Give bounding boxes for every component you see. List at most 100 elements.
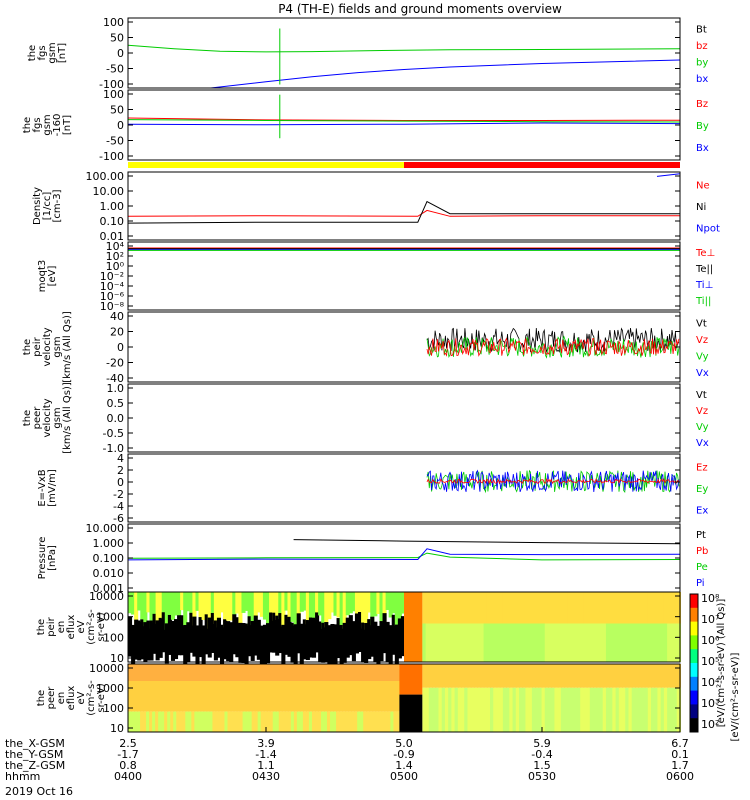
heatmap-cell bbox=[296, 711, 301, 732]
heatmap-cell bbox=[158, 681, 163, 712]
heatmap-cell bbox=[149, 681, 154, 712]
heatmap-cell bbox=[317, 681, 322, 712]
heatmap-cell bbox=[354, 664, 359, 681]
heatmap-cell bbox=[235, 592, 240, 614]
heatmap-cell bbox=[158, 664, 163, 681]
y-tick-label: 0.10 bbox=[100, 215, 125, 228]
y-tick-label: 10⁰ bbox=[106, 260, 125, 273]
heatmap-cell bbox=[266, 623, 271, 664]
heatmap-cell bbox=[209, 664, 214, 681]
heatmap-cell bbox=[625, 592, 630, 624]
heatmap-cell bbox=[638, 664, 643, 688]
legend-item: Ti⊥ bbox=[695, 280, 713, 291]
heatmap-cell bbox=[372, 664, 377, 681]
heatmap-cell bbox=[254, 664, 259, 681]
heatmap-cell bbox=[302, 681, 307, 712]
ephemeris-value: -1.4 bbox=[255, 748, 276, 761]
heatmap-cell bbox=[634, 687, 640, 732]
heatmap-cell bbox=[140, 681, 145, 712]
heatmap-cell bbox=[242, 664, 247, 681]
heatmap-cell bbox=[253, 615, 258, 656]
heatmap-cell bbox=[528, 687, 533, 732]
heatmap-cell bbox=[128, 664, 133, 681]
heatmap-cell bbox=[155, 711, 160, 732]
ephemeris-value: 0430 bbox=[252, 770, 280, 783]
heatmap-cell bbox=[663, 623, 669, 662]
heatmap-cell bbox=[245, 681, 250, 712]
heatmap-cell bbox=[634, 623, 640, 662]
heatmap-cell bbox=[198, 592, 203, 620]
y-axis-label-line: the bbox=[22, 410, 33, 426]
heatmap-cell bbox=[164, 664, 169, 681]
legend-item: Pe bbox=[696, 562, 708, 573]
heatmap-cell bbox=[567, 623, 572, 662]
heatmap-cell bbox=[496, 623, 501, 662]
series-line-By bbox=[127, 119, 681, 123]
heatmap-cell bbox=[324, 664, 329, 681]
y-axis-label-line: [mV/m] bbox=[47, 469, 58, 507]
heatmap-cell bbox=[609, 592, 614, 624]
heatmap-cell bbox=[305, 711, 310, 732]
heatmap-cell bbox=[182, 711, 187, 732]
heatmap-cell bbox=[220, 592, 225, 613]
heatmap-cell bbox=[638, 687, 643, 732]
y-axis-label: Pressure [nPa] bbox=[37, 537, 58, 580]
heatmap-cell bbox=[226, 592, 231, 621]
heatmap-cell bbox=[615, 623, 620, 662]
heatmap-cell bbox=[612, 664, 617, 688]
y-axis-label-line: eflux bbox=[66, 615, 77, 640]
heatmap-cell bbox=[212, 664, 217, 681]
heatmap-cell bbox=[263, 664, 268, 681]
heatmap-cell bbox=[293, 592, 298, 626]
heatmap-cell bbox=[158, 592, 163, 620]
heatmap-cell bbox=[364, 622, 369, 663]
heatmap-cell bbox=[609, 623, 614, 662]
panel-density: 100.00 10.00 1.00 0.10 0.01 Density [1/cc] [cm-… bbox=[32, 170, 720, 243]
ephemeris-row-label: hhmm bbox=[5, 770, 40, 783]
heatmap-cell bbox=[299, 711, 304, 732]
heatmap-cell bbox=[519, 623, 524, 662]
heatmap-cell bbox=[152, 681, 157, 712]
heatmap-cell bbox=[593, 623, 598, 662]
heatmap-cell bbox=[464, 664, 469, 688]
heatmap-cell bbox=[586, 687, 591, 732]
heatmap-cell bbox=[164, 592, 169, 630]
heatmap-cell bbox=[363, 681, 368, 712]
heatmap-cell bbox=[170, 620, 175, 661]
heatmap-cell bbox=[396, 664, 401, 681]
heatmap-cell bbox=[192, 592, 197, 626]
heatmap-cell bbox=[146, 592, 151, 613]
heatmap-cell bbox=[230, 681, 235, 712]
y-axis-label-line: Pressure bbox=[37, 537, 48, 580]
legend-item: Vx bbox=[696, 438, 709, 449]
y-axis-label: the fgs gsm -160 [nT] bbox=[22, 114, 73, 137]
heatmap-cell bbox=[200, 664, 205, 681]
heatmap-cell bbox=[140, 619, 145, 660]
heatmap-cell bbox=[195, 625, 200, 666]
heatmap-cell bbox=[342, 711, 347, 732]
heatmap-cell bbox=[667, 592, 672, 624]
heatmap-cell bbox=[641, 623, 646, 662]
heatmap-cell bbox=[370, 592, 375, 626]
heatmap-cell bbox=[254, 711, 259, 732]
heatmap-cell bbox=[155, 681, 160, 712]
heatmap-cell bbox=[164, 711, 169, 732]
heatmap-cell bbox=[284, 711, 289, 732]
y-tick-label: -6 bbox=[113, 512, 124, 525]
heatmap-cell bbox=[183, 592, 188, 626]
heatmap-cell bbox=[161, 592, 166, 620]
y-axis-label-line: en bbox=[56, 621, 67, 634]
legend-item: Vt bbox=[696, 390, 707, 401]
heatmap-cell bbox=[654, 623, 659, 662]
heatmap-cell bbox=[212, 711, 217, 732]
heatmap-cell bbox=[390, 681, 395, 712]
heatmap-cell bbox=[189, 592, 194, 616]
heatmap-cell bbox=[461, 623, 466, 662]
heatmap-cell bbox=[180, 592, 185, 611]
heatmap-cell bbox=[293, 681, 298, 712]
panel-frame bbox=[127, 241, 681, 311]
heatmap-cell bbox=[376, 625, 381, 666]
heatmap-cell bbox=[496, 592, 501, 624]
heatmap-cell bbox=[490, 664, 495, 688]
